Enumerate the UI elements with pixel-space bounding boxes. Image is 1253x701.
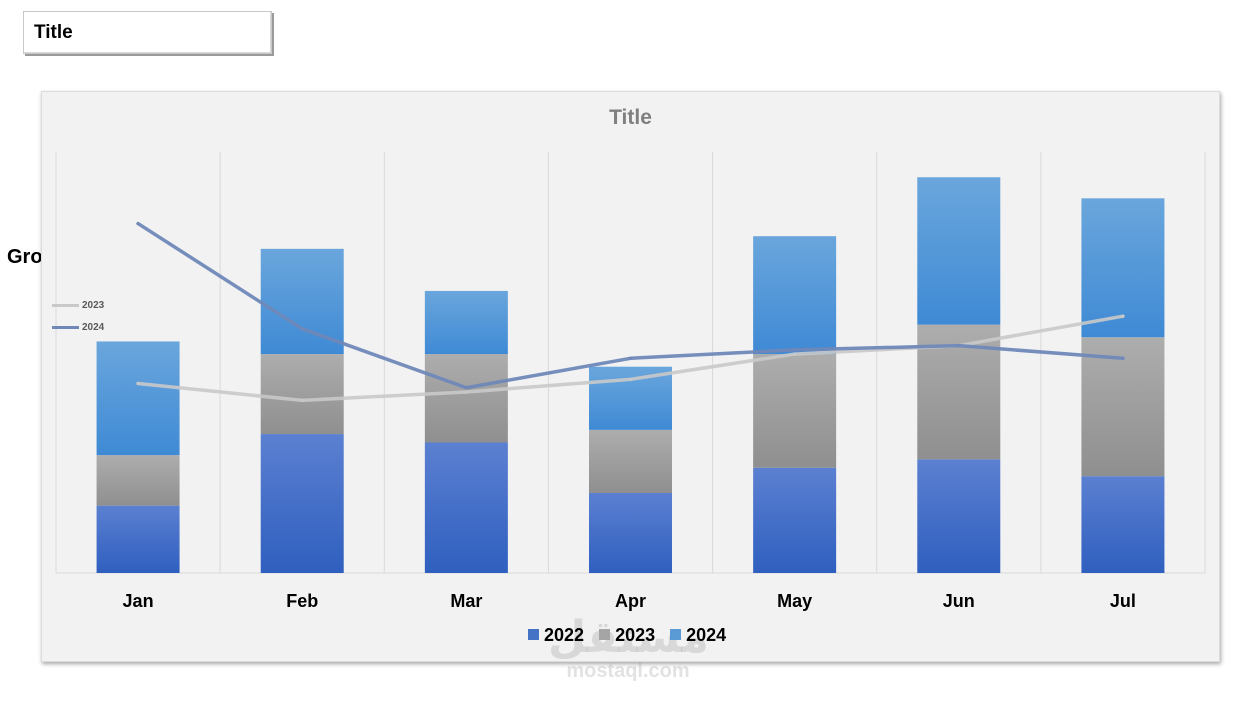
- line-point-2024-apr: [629, 356, 632, 360]
- legend-item-2023: 2023: [599, 625, 655, 646]
- x-tick-label-apr: Apr: [615, 591, 646, 611]
- line-point-2024-mar: [464, 386, 468, 390]
- line-point-2024-feb: [300, 327, 304, 331]
- watermark-arabic: مستقل: [548, 613, 709, 662]
- bar-2022-feb: [260, 434, 344, 573]
- x-tick-label-jan: Jan: [123, 591, 154, 611]
- title-input-box[interactable]: Title: [23, 11, 272, 54]
- line-legend-label: 2023: [82, 300, 105, 311]
- legend-label: 2023: [615, 625, 656, 645]
- legend-label: 2022: [544, 625, 585, 645]
- line-legend-label: 2024: [82, 322, 105, 333]
- bar-2023-mar: [424, 354, 508, 443]
- bar-2022-mar: [424, 442, 508, 573]
- line-point-2024-jan: [136, 222, 140, 226]
- watermark-latin: mostaql.com: [566, 660, 690, 682]
- bar-2022-jun: [917, 459, 1001, 573]
- bar-2022-jan: [96, 505, 180, 573]
- gridlines: [55, 152, 1206, 574]
- bar-2024-apr: [589, 366, 672, 430]
- bar-2024-jan: [96, 341, 180, 456]
- line-point-2024-jul: [1121, 356, 1125, 360]
- line-legend-2023: 2023: [52, 300, 104, 311]
- bar-2023-jul: [1081, 337, 1165, 477]
- legend-item-2022: 2022: [528, 625, 584, 646]
- chart-title: Title: [609, 106, 652, 129]
- bar-2024-mar: [424, 290, 508, 355]
- legend-swatch: [599, 628, 611, 640]
- watermark-logo: مستقل mostaql.com: [548, 613, 709, 683]
- x-tick-label-may: May: [777, 591, 812, 611]
- line-point-2023-mar: [464, 390, 468, 394]
- legend-swatch: [528, 628, 539, 640]
- line-point-2023-apr: [629, 377, 632, 381]
- bar-2022-may: [753, 467, 837, 573]
- line-point-2024-jun: [957, 344, 961, 348]
- bar-2024-jul: [1081, 198, 1165, 338]
- bar-2024-feb: [260, 248, 344, 355]
- bar-2023-jan: [96, 455, 180, 506]
- legend-item-2024: 2024: [670, 625, 726, 646]
- x-tick-label-jul: Jul: [1110, 591, 1136, 611]
- legend-swatch: [670, 628, 682, 640]
- bar-layer: [96, 177, 1165, 573]
- line-point-2023-may: [793, 352, 797, 356]
- x-tick-label-jun: Jun: [943, 591, 975, 611]
- bar-2022-apr: [589, 493, 672, 573]
- line-point-2023-feb: [300, 398, 304, 402]
- x-tick-label-mar: Mar: [450, 591, 482, 611]
- line-legend-2024: 2024: [52, 322, 104, 333]
- line-legend-swatch: [52, 303, 79, 307]
- bar-2023-may: [753, 354, 837, 468]
- bar-2023-apr: [589, 429, 672, 494]
- bar-2022-jul: [1081, 476, 1165, 573]
- bar-2024-may: [753, 236, 837, 355]
- line-point-2023-jan: [136, 382, 140, 386]
- bar-2024-jun: [917, 177, 1001, 325]
- line-legend-swatch: [52, 325, 79, 329]
- x-tick-labels: Jan Feb Mar Apr May Jun Jul: [123, 591, 1136, 611]
- legend-label: 2024: [686, 625, 727, 645]
- chart-legend: 2022 2023 2024: [528, 625, 736, 646]
- line-layer: [136, 221, 1125, 403]
- x-tick-label-feb: Feb: [286, 591, 318, 611]
- bar-2023-feb: [260, 354, 344, 435]
- line-point-2023-jul: [1121, 314, 1125, 318]
- line-point-2024-may: [793, 348, 797, 352]
